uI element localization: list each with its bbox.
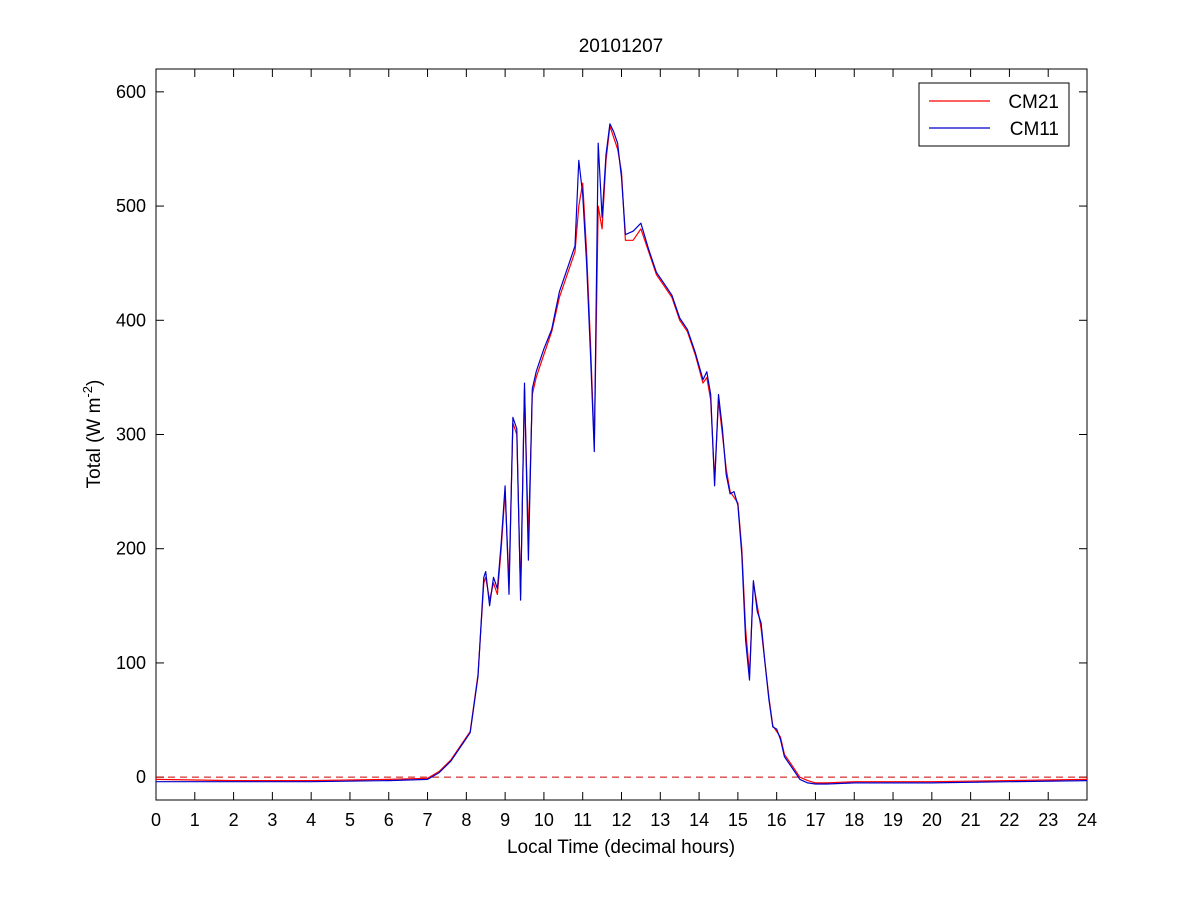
y-axis-label-superscript: -2 <box>80 386 95 398</box>
x-tick-label: 17 <box>805 810 825 830</box>
x-tick-label: 16 <box>767 810 787 830</box>
x-tick-label: 21 <box>961 810 981 830</box>
x-tick-label: 23 <box>1038 810 1058 830</box>
x-axis-ticks: 0 1 2 3 4 5 6 7 8 9 10 11 12 13 14 15 16 17 18 19 20 21 22 23 24 <box>151 69 1097 830</box>
legend-entries: CM21 CM11 <box>929 92 1059 140</box>
x-tick-label: 11 <box>573 810 592 830</box>
y-axis-label: Total (W m-2) <box>80 380 105 489</box>
x-tick-label: 19 <box>883 810 903 830</box>
series-layer <box>155 123 1088 785</box>
y-tick-label: 200 <box>116 539 146 559</box>
legend-box <box>918 82 1070 147</box>
y-tick-label: 500 <box>116 196 146 216</box>
x-tick-label: 12 <box>611 810 631 830</box>
plot-area: 0 1 2 3 4 5 6 7 8 9 10 11 12 13 14 15 16 17 18 19 20 21 22 23 24… <box>116 68 1097 830</box>
y-tick-label: 300 <box>116 425 146 445</box>
x-axis-label: Local Time (decimal hours) <box>507 837 735 858</box>
x-tick-label: 10 <box>534 810 554 830</box>
x-tick-label: 8 <box>461 810 471 830</box>
x-tick-label: 22 <box>999 810 1019 830</box>
x-tick-label: 6 <box>384 810 394 830</box>
legend-label-cm21: CM21 <box>1008 92 1059 113</box>
x-tick-label: 9 <box>500 810 510 830</box>
x-tick-label: 24 <box>1077 810 1097 830</box>
y-axis-ticks: 0 100 200 300 400 500 600 <box>116 82 1087 787</box>
plot-frame <box>155 68 1088 801</box>
x-tick-label: 15 <box>728 810 748 830</box>
x-tick-label: 18 <box>844 810 864 830</box>
x-tick-label: 13 <box>650 810 670 830</box>
y-axis-label-close: ) <box>84 380 105 386</box>
y-tick-label: 100 <box>116 653 146 673</box>
y-tick-label: 400 <box>116 310 146 330</box>
x-tick-label: 3 <box>267 810 277 830</box>
x-tick-label: 0 <box>151 810 161 830</box>
y-tick-label: 0 <box>136 767 146 787</box>
x-tick-label: 7 <box>423 810 433 830</box>
x-tick-label: 4 <box>306 810 316 830</box>
x-tick-label: 2 <box>229 810 239 830</box>
chart-title: 20101207 <box>579 36 664 57</box>
y-tick-label: 600 <box>116 82 146 102</box>
x-tick-label: 5 <box>345 810 355 830</box>
y-axis-label-text: Total (W m <box>84 398 105 489</box>
legend: CM21 CM11 <box>918 82 1070 147</box>
legend-label-cm11: CM11 <box>1010 119 1059 140</box>
x-tick-label: 1 <box>190 810 200 830</box>
series-line-cm11 <box>156 123 1088 785</box>
x-tick-label: 14 <box>689 810 709 830</box>
x-tick-label: 20 <box>922 810 942 830</box>
